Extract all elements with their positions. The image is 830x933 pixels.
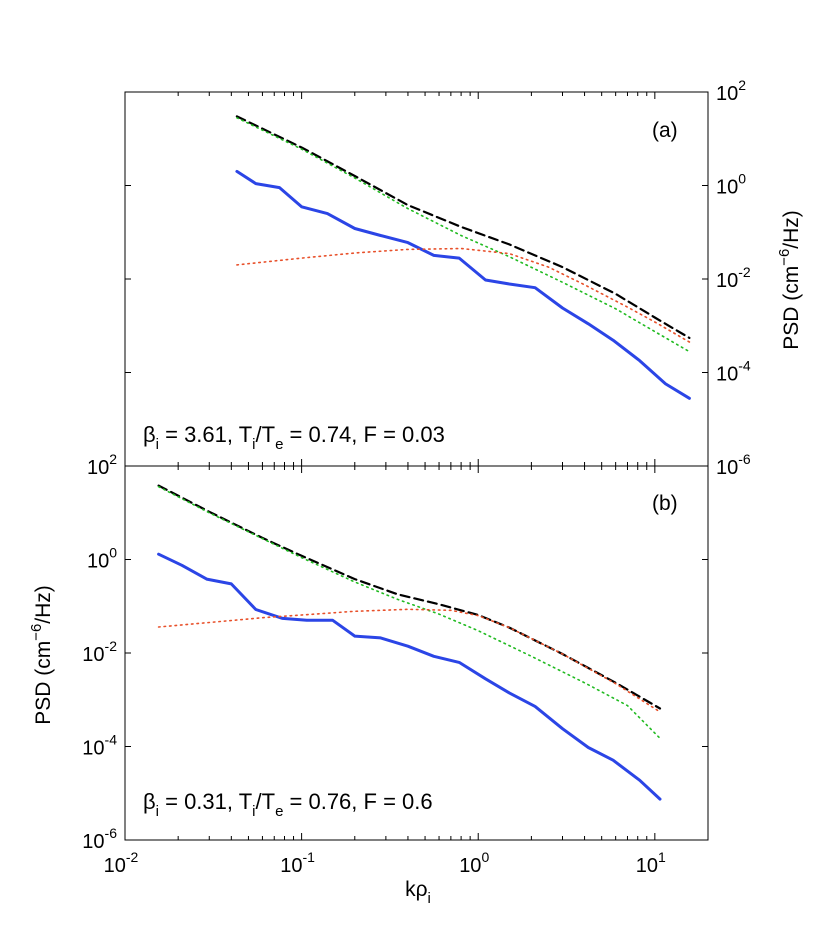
panel-b-series-component-2 xyxy=(157,608,661,713)
x-tick-label: 100 xyxy=(459,849,489,877)
x-axis-label: kρi xyxy=(405,878,431,907)
panel-b-series xyxy=(157,484,662,801)
panel-b-ytick-label: 100 xyxy=(87,545,117,573)
panel-a-ytick-label: 10-6 xyxy=(716,451,751,479)
panel-b-annotation: βi = 0.31, Ti/Te = 0.76, F = 0.6 xyxy=(143,789,433,820)
panel-a-series-component-2 xyxy=(236,247,691,343)
panel-b-ytick-label: 10-2 xyxy=(82,638,117,666)
panel-b-series-observed xyxy=(157,552,662,801)
panel-a-series-component-1 xyxy=(236,117,691,353)
panel-a-ytick-label: 100 xyxy=(716,171,746,199)
panel-b-frame xyxy=(124,465,709,841)
panel-b-ytick-label: 10-4 xyxy=(82,732,117,760)
panel-a-series xyxy=(235,115,691,400)
panel-a: 102 100 10-2 10-4 10-6 (a) βi = 3.61, Ti/Te … xyxy=(124,77,803,479)
panel-b-series-total-model xyxy=(157,484,662,710)
panel-b-ytick-label: 10-6 xyxy=(82,825,117,853)
panel-a-series-observed xyxy=(235,169,691,400)
panel-a-ytick-label: 10-2 xyxy=(716,264,751,292)
panel-a-ytick-label: 102 xyxy=(716,77,746,105)
panel-b-ylabel: PSD (cm−6/Hz) xyxy=(28,585,55,725)
panel-a-ylabel: PSD (cm−6/Hz) xyxy=(776,210,803,350)
panel-a-frame xyxy=(124,91,709,467)
panel-a-ticks: 102 100 10-2 10-4 10-6 xyxy=(124,77,751,479)
panel-a-series-total-model xyxy=(235,115,691,339)
panel-a-annotation: βi = 3.61, Ti/Te = 0.74, F = 0.03 xyxy=(143,422,445,453)
panel-a-ytick-label: 10-4 xyxy=(716,358,751,386)
x-tick-label: 10-2 xyxy=(104,849,139,877)
x-tick-label: 101 xyxy=(636,849,666,877)
x-tick-label: 10-1 xyxy=(280,849,315,877)
panel-b-label: (b) xyxy=(652,492,678,515)
panel-b-series-component-1 xyxy=(157,485,661,740)
panel-a-label: (a) xyxy=(652,119,678,142)
panel-b-ytick-label: 102 xyxy=(87,451,117,479)
